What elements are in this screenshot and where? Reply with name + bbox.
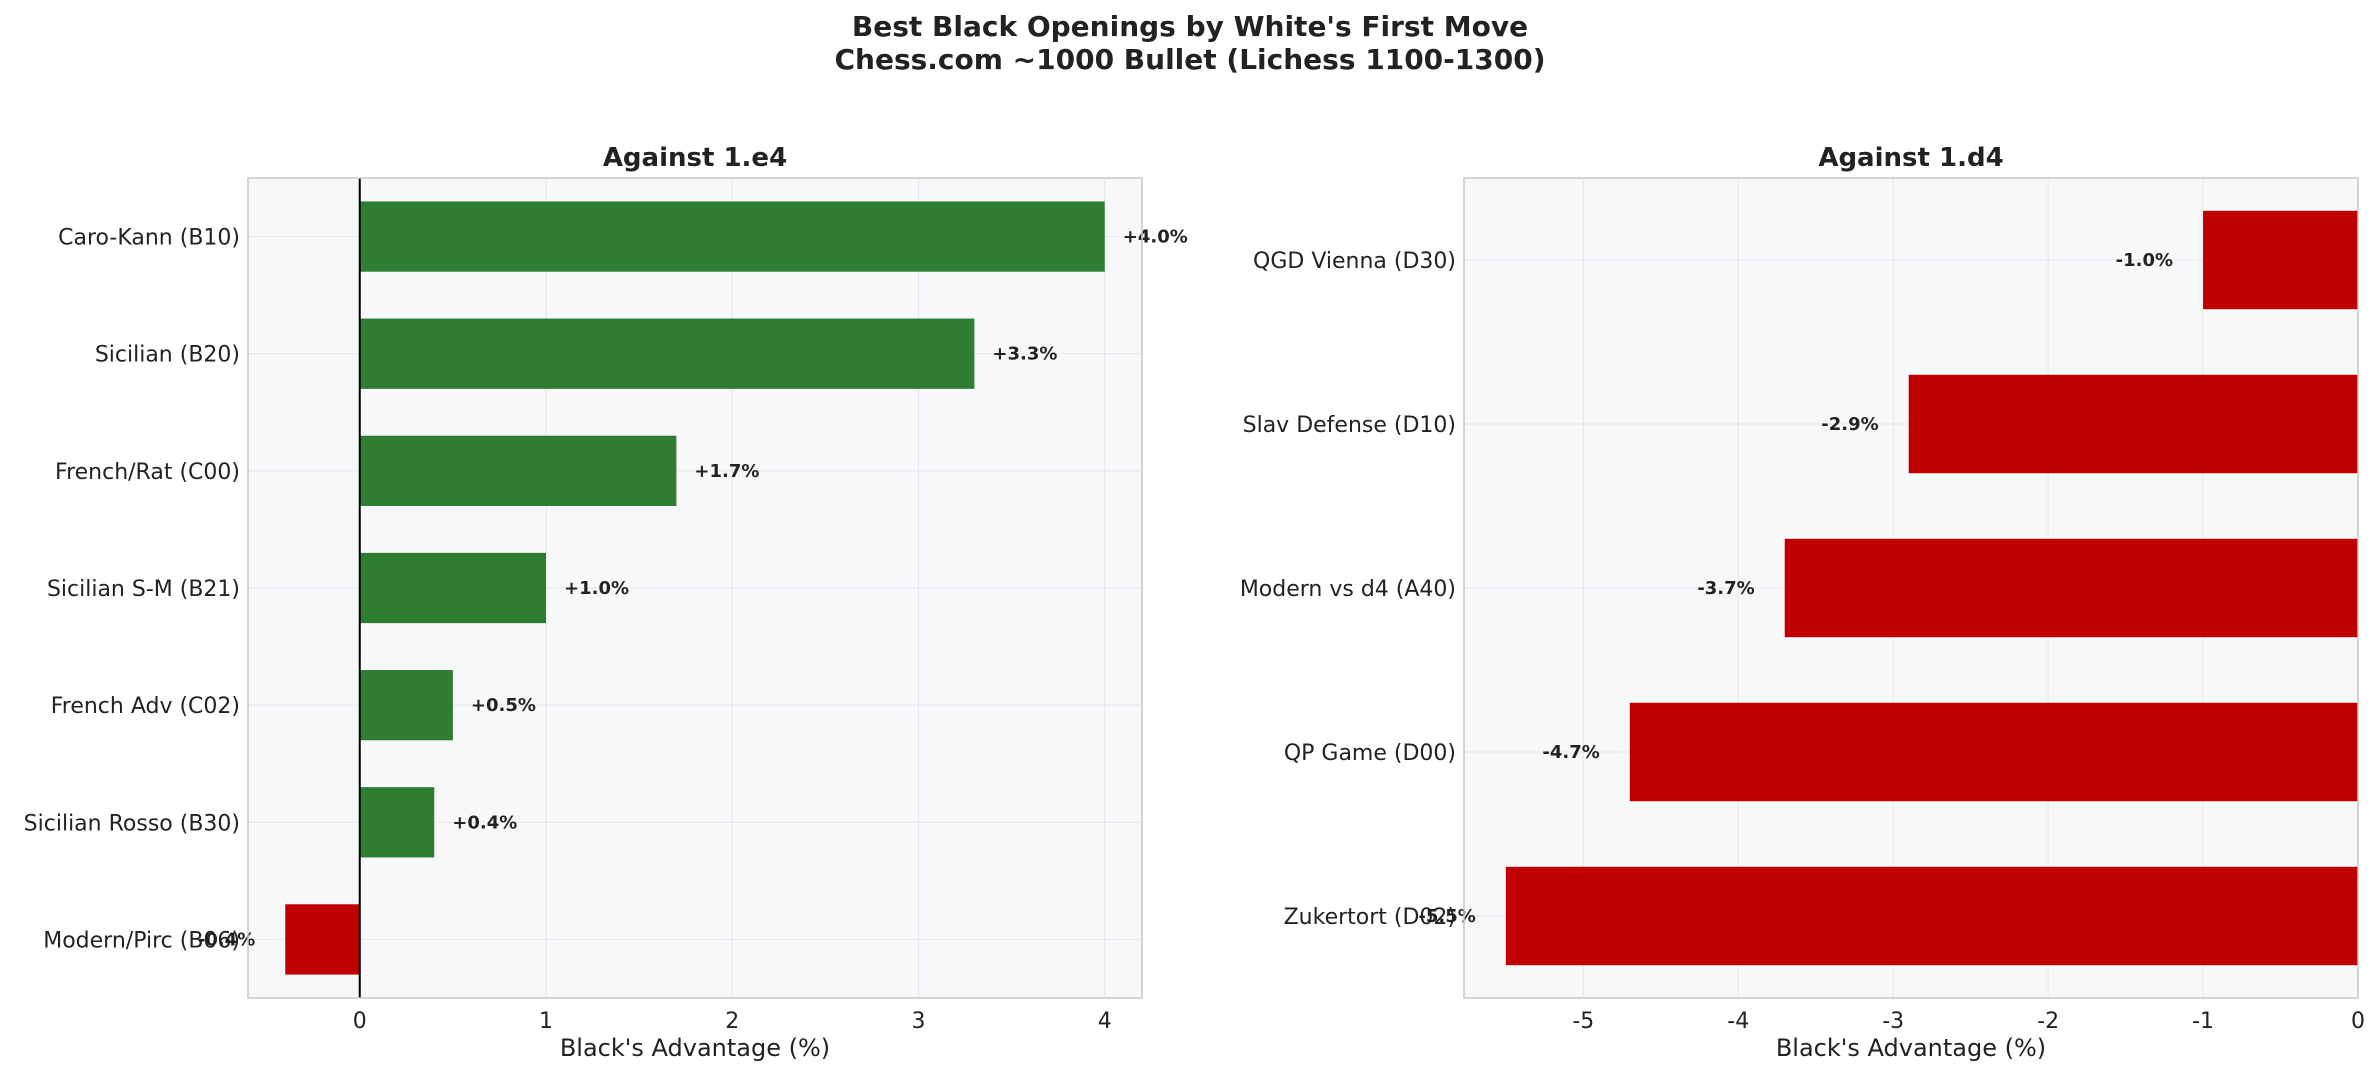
e4-category-label: Sicilian Rosso (B30) (24, 811, 240, 836)
d4-x-axis-label: Black's Advantage (%) (1776, 1034, 2046, 1062)
e4-category-label: French Adv (C02) (51, 694, 240, 719)
e4-category-label: Sicilian S-M (B21) (47, 577, 240, 602)
e4-value-label: +1.7% (694, 461, 759, 482)
d4-bar (2203, 210, 2358, 310)
d4-category-label: Slav Defense (D10) (1243, 413, 1456, 438)
d4-title: Against 1.d4 (1818, 143, 2003, 173)
e4-category-label: Caro-Kann (B10) (58, 226, 240, 251)
d4-value-label: -4.7% (1542, 742, 1599, 763)
d4-category-label: Modern vs d4 (A40) (1240, 577, 1456, 602)
d4-category-label: QGD Vienna (D30) (1253, 249, 1456, 274)
d4-value-label: -5.5% (1418, 906, 1475, 927)
d4-axes-frame (1463, 177, 2359, 999)
d4-x-tick-label: 0 (2351, 1009, 2365, 1034)
d4-x-tick-label: -2 (2037, 1009, 2059, 1034)
e4-x-axis-label: Black's Advantage (%) (560, 1034, 830, 1062)
figure-title-line-1: Best Black Openings by White's First Mov… (852, 10, 1528, 43)
e4-x-tick-label: 1 (539, 1009, 553, 1034)
d4-value-label: -3.7% (1697, 578, 1754, 599)
e4-x-tick-label: 4 (1098, 1009, 1112, 1034)
e4-bar (285, 904, 360, 975)
e4-value-label: -0.4% (198, 929, 255, 950)
e4-bar (359, 787, 435, 858)
e4-axes-frame (247, 177, 1143, 999)
d4-value-label: -2.9% (1821, 414, 1878, 435)
e4-value-label: +3.3% (992, 344, 1057, 365)
e4-title: Against 1.e4 (603, 143, 787, 173)
e4-x-tick-label: 0 (353, 1009, 367, 1034)
d4-x-tick-label: -1 (2192, 1009, 2214, 1034)
e4-bar (359, 201, 1105, 272)
d4-bar (1784, 538, 2358, 638)
e4-bar (359, 670, 453, 741)
e4-x-tick-label: 3 (912, 1009, 926, 1034)
chart-against-d4: -1.0% -2.9% -3.7% -4.7% -5.5% QGD Vienna (D30… (1240, 143, 2365, 1062)
e4-bar (359, 318, 975, 389)
d4-bar (1629, 702, 2358, 802)
e4-category-label: French/Rat (C00) (55, 460, 240, 485)
d4-category-label: QP Game (D00) (1284, 741, 1456, 766)
figure-title-line-2: Chess.com ~1000 Bullet (Lichess 1100-130… (834, 43, 1545, 76)
e4-x-tick-label: 2 (725, 1009, 739, 1034)
d4-x-tick-label: -4 (1727, 1009, 1749, 1034)
e4-value-label: +1.0% (564, 578, 629, 599)
e4-value-label: +4.0% (1123, 227, 1188, 248)
chart-against-e4: +4.0% +3.3% +1.7% +1.0% +0.5% +0.4% -0.4% Caro-… (24, 143, 1188, 1062)
d4-bar (1505, 866, 2358, 966)
e4-bar (359, 552, 546, 624)
e4-category-label: Sicilian (B20) (95, 343, 240, 368)
e4-value-label: +0.5% (471, 695, 536, 716)
e4-bar (359, 435, 677, 506)
d4-value-label: -1.0% (2116, 250, 2173, 271)
e4-value-label: +0.4% (452, 812, 517, 833)
d4-x-tick-label: -3 (1882, 1009, 1904, 1034)
d4-x-tick-label: -5 (1572, 1009, 1594, 1034)
d4-category-label: Zukertort (D02) (1284, 905, 1456, 930)
d4-bar (1908, 374, 2358, 474)
e4-category-label: Modern/Pirc (B06) (43, 928, 240, 953)
